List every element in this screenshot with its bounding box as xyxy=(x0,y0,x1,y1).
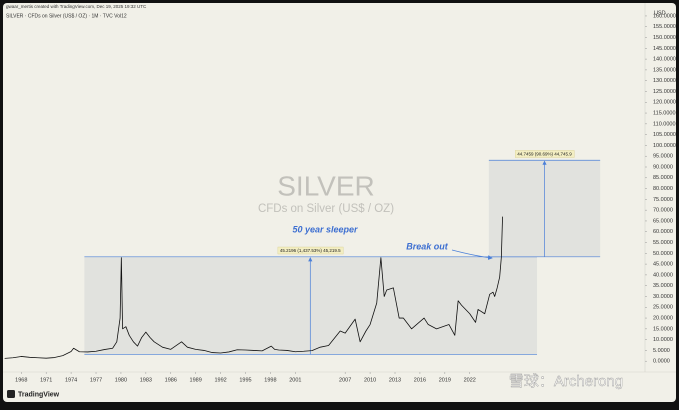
y-tick-label: 90.0000 xyxy=(653,164,673,170)
x-tick-label: 2007 xyxy=(339,377,351,383)
y-tick-label: 20.0000 xyxy=(653,316,673,322)
price-line xyxy=(4,216,503,359)
unit-label: USD xyxy=(654,10,666,16)
y-tick-label: 120.0000 xyxy=(653,100,676,106)
x-tick-label: 1968 xyxy=(15,377,27,383)
y-tick-label: 145.0000 xyxy=(653,46,676,52)
x-tick-label: 1974 xyxy=(65,377,77,383)
y-tick-label: 0.0000 xyxy=(653,359,670,365)
y-tick-label: 10.0000 xyxy=(653,337,673,343)
measure-label-bg xyxy=(515,150,575,158)
y-tick-label: 35.0000 xyxy=(653,283,673,289)
watermark-title: SILVER xyxy=(277,170,375,201)
watermark-subtitle: CFDs on Silver (US$ / OZ) xyxy=(258,203,394,215)
y-tick-label: 125.0000 xyxy=(653,89,676,95)
annotation-arrow xyxy=(451,249,493,260)
x-tick-label: 2010 xyxy=(364,377,376,383)
y-tick-label: 25.0000 xyxy=(653,305,673,311)
y-tick-label: 55.0000 xyxy=(653,240,673,246)
y-tick-label: 50.0000 xyxy=(653,251,673,257)
brand: TradingView xyxy=(18,391,60,398)
y-tick-label: 40.0000 xyxy=(653,272,673,278)
y-tick-label: 70.0000 xyxy=(653,208,673,214)
annotation: 50 year sleeper xyxy=(292,224,358,234)
y-tick-label: 140.0000 xyxy=(653,57,676,63)
x-tick-label: 1995 xyxy=(239,377,251,383)
x-tick-label: 1980 xyxy=(115,377,127,383)
y-tick-label: 105.0000 xyxy=(653,132,676,138)
y-tick-label: 110.0000 xyxy=(653,121,676,127)
x-tick-label: 2016 xyxy=(414,377,426,383)
y-tick-label: 135.0000 xyxy=(653,67,676,73)
y-tick-label: 85.0000 xyxy=(653,175,673,181)
y-tick-label: 155.0000 xyxy=(653,24,676,30)
y-tick-label: 150.0000 xyxy=(653,35,676,41)
y-tick-label: 130.0000 xyxy=(653,78,676,84)
y-tick-label: 5.0000 xyxy=(653,348,670,354)
x-tick-label: 2022 xyxy=(464,377,476,383)
x-tick-label: 1971 xyxy=(40,377,52,383)
x-tick-label: 1977 xyxy=(90,377,102,383)
x-tick-label: 1986 xyxy=(165,377,177,383)
panel xyxy=(3,3,676,402)
y-tick-label: 15.0000 xyxy=(653,326,673,332)
x-tick-label: 1992 xyxy=(214,377,226,383)
x-tick-label: 1998 xyxy=(264,377,276,383)
x-tick-label: 2013 xyxy=(389,377,401,383)
brand-logo: TradingView xyxy=(7,390,60,398)
y-tick-label: 75.0000 xyxy=(653,197,673,203)
measure-label-bg xyxy=(277,246,344,255)
y-tick-label: 160.0000 xyxy=(653,13,676,19)
credit: gwaar_mertis created with TradingView.co… xyxy=(6,4,147,9)
measure-label: 44.7459 (90.69%) 44,745.9 xyxy=(517,151,572,156)
annotation: Break out xyxy=(406,241,449,251)
y-tick-label: 45.0000 xyxy=(653,262,673,268)
x-tick-label: 1989 xyxy=(190,377,202,383)
measure-label: 45.2196 (1,437.53%) 45,219.5 xyxy=(280,248,341,253)
y-tick-label: 100.0000 xyxy=(653,143,676,149)
x-tick-label: 2019 xyxy=(439,377,451,383)
symbol: SILVER · CFDs on Silver (US$ / OZ) · 1M … xyxy=(6,13,127,19)
x-tick-label: 1983 xyxy=(140,377,152,383)
y-tick-label: 80.0000 xyxy=(653,186,673,192)
y-tick-label: 65.0000 xyxy=(653,218,673,224)
y-tick-label: 30.0000 xyxy=(653,294,673,300)
overlay-watermark: 雪球：Archerong xyxy=(509,373,623,390)
y-tick-label: 60.0000 xyxy=(653,229,673,235)
y-tick-label: 95.0000 xyxy=(653,154,673,160)
x-tick-label: 2001 xyxy=(289,377,301,383)
y-tick-label: 115.0000 xyxy=(653,111,676,117)
